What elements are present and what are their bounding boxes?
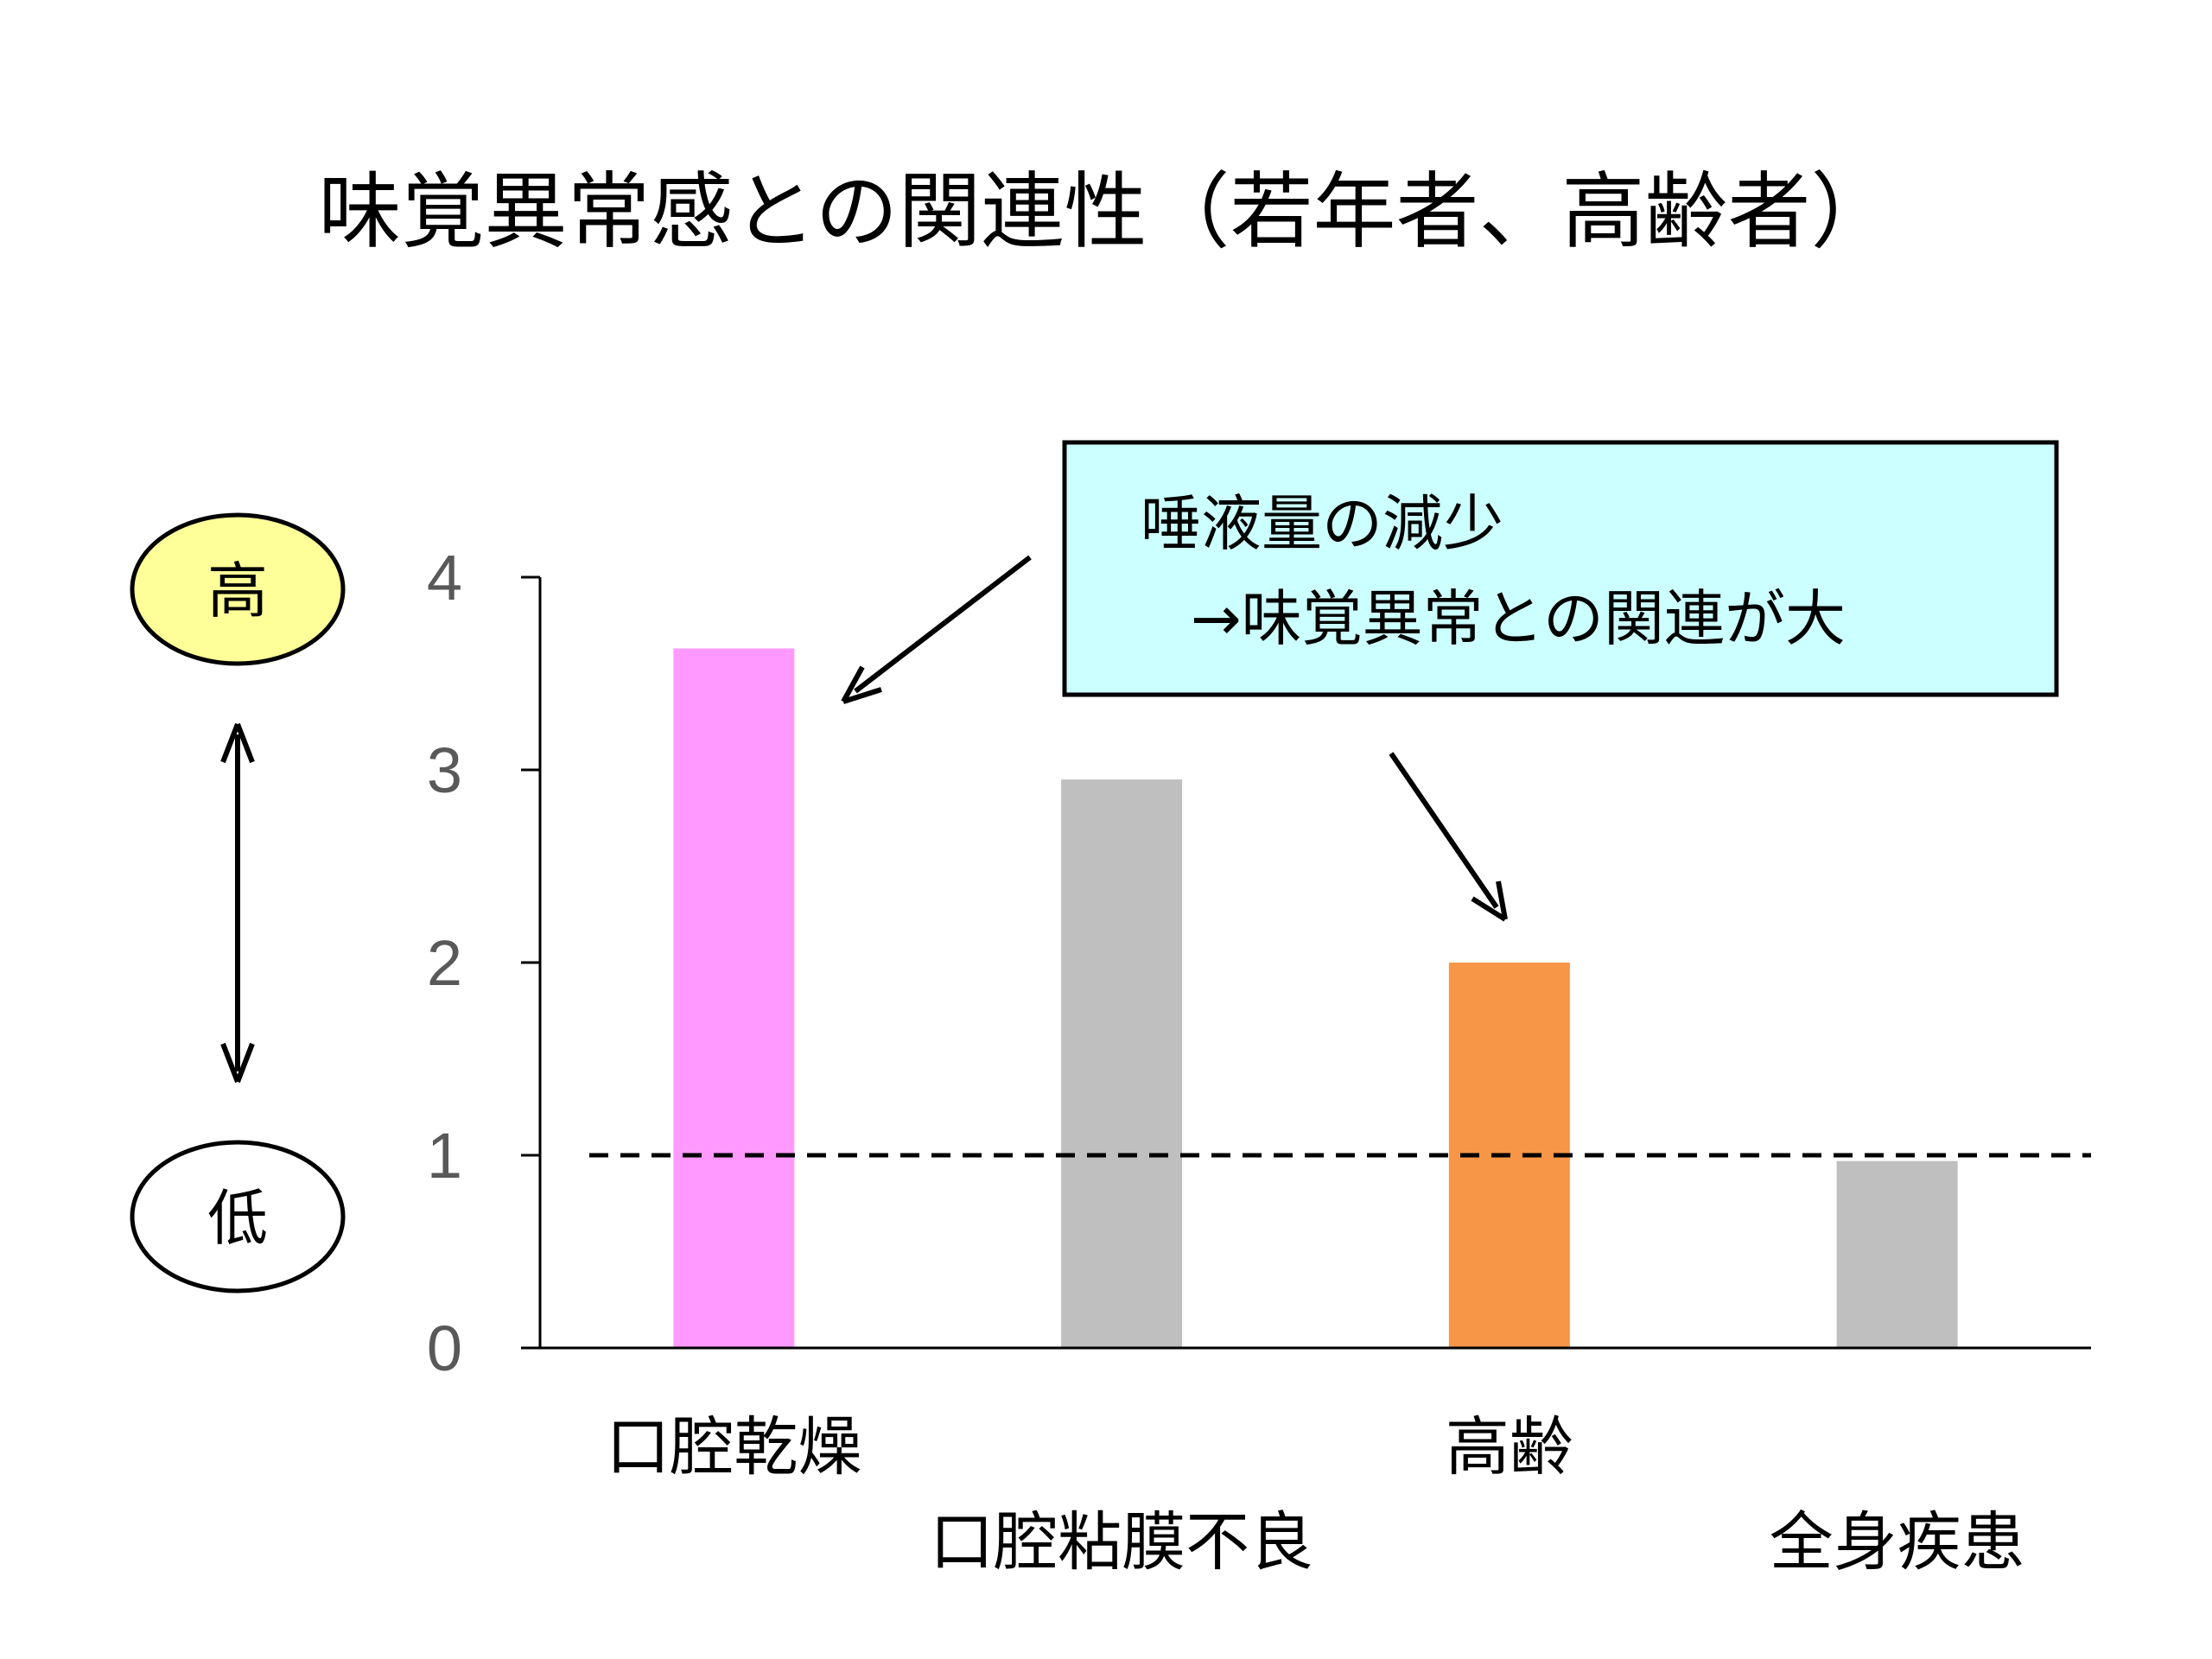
callout-box [1062, 440, 2059, 697]
double-arrow-icon [220, 722, 255, 1084]
y-tick-label: 4 [427, 542, 462, 613]
bar-2 [1061, 779, 1183, 1348]
category-label: 口腔粘膜不良 [930, 1505, 1313, 1580]
high-oval [130, 512, 346, 666]
y-tick-label: 3 [427, 734, 462, 806]
callout-line-1: 唾液量の減少 [1141, 488, 1503, 559]
bar-1 [673, 648, 795, 1348]
category-label: 全身疾患 [1770, 1505, 2025, 1580]
y-tick-label: 1 [427, 1120, 462, 1192]
y-tick-label: 0 [427, 1313, 462, 1384]
arrow-to-dry-mouth-icon [841, 555, 1032, 704]
bar-4 [1836, 1160, 1958, 1348]
callout-line-2: →味覚異常との関連が大 [1191, 583, 1846, 654]
category-label: 高齢 [1446, 1410, 1573, 1484]
category-label: 口腔乾燥 [606, 1410, 861, 1484]
arrow-to-age-icon [1389, 752, 1508, 922]
high-label: 高 [207, 556, 268, 626]
low-label: 低 [207, 1183, 268, 1254]
low-oval [130, 1140, 346, 1294]
page-title: 味覚異常感との関連性（若年者、高齢者） [318, 163, 1893, 260]
y-tick-label: 2 [427, 927, 462, 999]
